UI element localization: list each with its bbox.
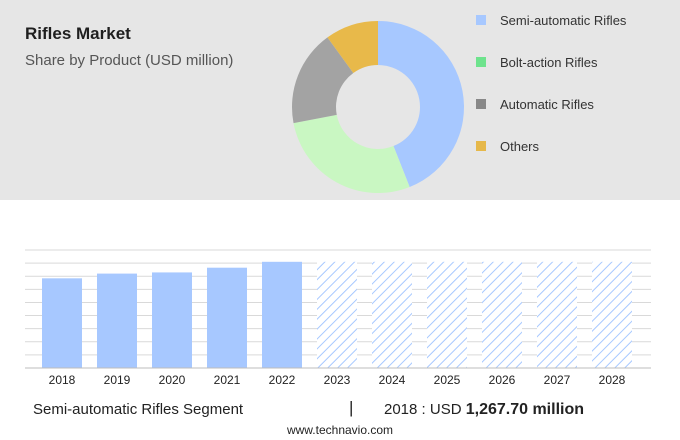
- x-tick-label: 2021: [214, 373, 241, 387]
- chart-subtitle: Share by Product (USD million): [25, 52, 234, 69]
- donut-chart: [292, 21, 464, 193]
- legend-label: Others: [500, 138, 540, 154]
- x-tick-label: 2018: [49, 373, 76, 387]
- chart-title: Rifles Market: [25, 24, 131, 43]
- x-tick-label: 2025: [434, 373, 461, 387]
- segment-value: 2018 : USD 1,267.70 million: [384, 401, 584, 419]
- x-tick-label: 2027: [544, 373, 571, 387]
- legend-label: Semi-automatic Rifles: [500, 12, 627, 28]
- x-tick-label: 2023: [324, 373, 351, 387]
- legend-swatch: [476, 141, 486, 151]
- legend-swatch: [476, 57, 486, 67]
- legend: Semi-automatic Rifles Bolt-action Rifles…: [476, 0, 676, 200]
- legend-item-automatic[interactable]: Automatic Rifles: [476, 95, 594, 113]
- segment-label: Semi-automatic Rifles Segment: [33, 401, 244, 418]
- bar-2019[interactable]: [97, 273, 137, 368]
- x-tick-label: 2020: [159, 373, 186, 387]
- bar-chart: 2018 2019 2020 2021 2022 2023 2024 2025 2026 2027…: [25, 249, 651, 387]
- segment-year: 2018 : USD: [384, 401, 466, 418]
- x-tick-label: 2022: [269, 373, 296, 387]
- legend-swatch: [476, 99, 486, 109]
- x-tick-label: 2026: [489, 373, 516, 387]
- bar-2018[interactable]: [42, 278, 82, 368]
- donut-slice-others[interactable]: [327, 21, 378, 74]
- donut-slice-bolt-action-rifles[interactable]: [293, 114, 410, 193]
- x-tick-label: 2019: [104, 373, 131, 387]
- bar-2020[interactable]: [152, 272, 192, 368]
- legend-label: Bolt-action Rifles: [500, 54, 598, 70]
- legend-swatch: [476, 15, 486, 25]
- bar-2021[interactable]: [207, 267, 247, 368]
- legend-item-bolt-action[interactable]: Bolt-action Rifles: [476, 53, 598, 71]
- bar-2022[interactable]: [262, 261, 302, 368]
- x-tick-label: 2028: [599, 373, 626, 387]
- legend-label: Automatic Rifles: [500, 96, 594, 112]
- bar-2026[interactable]: [482, 261, 522, 368]
- source-credit: www.technavio.com: [286, 423, 394, 437]
- legend-item-semi-automatic[interactable]: Semi-automatic Rifles: [476, 11, 626, 29]
- bar-2023[interactable]: [317, 261, 357, 368]
- legend-item-others[interactable]: Others: [476, 137, 539, 155]
- bar-2027[interactable]: [537, 261, 577, 368]
- bar-2028[interactable]: [592, 261, 632, 368]
- donut-slice-automatic-rifles[interactable]: [292, 37, 354, 124]
- donut-slice-semi-automatic-rifles[interactable]: [378, 21, 464, 187]
- x-tick-label: 2024: [379, 373, 406, 387]
- bar-2025[interactable]: [427, 261, 467, 368]
- bar-2024[interactable]: [372, 261, 412, 368]
- summary-panel: Rifles Market Share by Product (USD mill…: [0, 0, 680, 200]
- footer-divider: |: [349, 398, 354, 417]
- segment-amount: 1,267.70 million: [465, 401, 584, 418]
